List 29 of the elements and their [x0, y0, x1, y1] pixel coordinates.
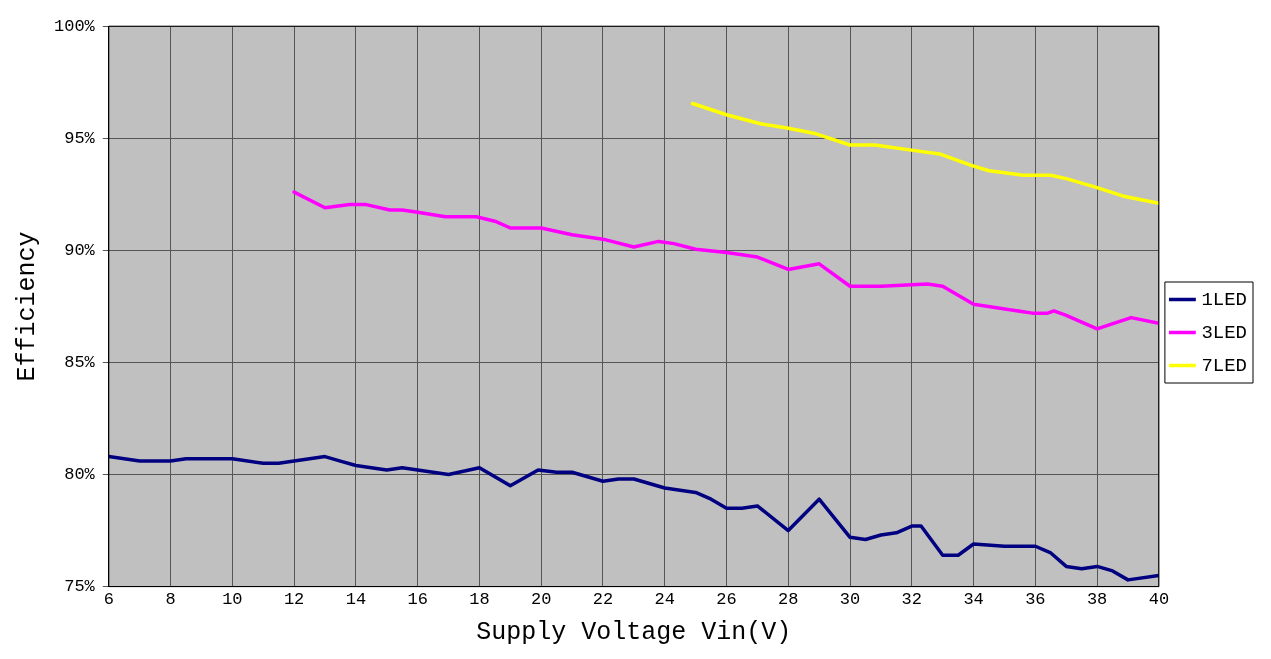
- x-tick-label: 32: [901, 590, 923, 610]
- x-tick-label: 14: [345, 590, 367, 610]
- x-tick-label: 12: [283, 590, 305, 610]
- y-tick-label: 75%: [64, 577, 96, 597]
- x-tick-label: 26: [716, 590, 737, 610]
- x-tick-label: 30: [839, 590, 861, 610]
- x-tick-label: 24: [654, 590, 675, 610]
- x-tick-label: 36: [1025, 590, 1046, 610]
- y-tick-label: 95%: [64, 128, 96, 148]
- x-tick-label: 10: [222, 590, 243, 610]
- x-tick-label: 6: [103, 590, 114, 610]
- y-tick-label: 80%: [64, 465, 96, 485]
- legend-label: 7LED: [1201, 354, 1247, 377]
- x-tick-label: 34: [963, 590, 984, 610]
- legend-label: 1LED: [1201, 288, 1247, 311]
- y-tick-label: 100%: [53, 16, 96, 36]
- x-tick-label: 8: [165, 590, 176, 610]
- x-tick-label: 18: [469, 590, 490, 610]
- x-tick-label: 16: [407, 590, 428, 610]
- y-tick-label: 90%: [64, 240, 96, 260]
- x-axis-title: Supply Voltage Vin(V): [476, 617, 792, 647]
- legend-label: 3LED: [1201, 321, 1247, 344]
- x-tick-label: 38: [1086, 590, 1108, 610]
- y-axis-title: Efficiency: [12, 231, 42, 382]
- x-tick-label: 40: [1148, 590, 1170, 610]
- x-tick-label: 20: [530, 590, 552, 610]
- y-tick-label: 85%: [64, 352, 96, 372]
- x-tick-label: 28: [778, 590, 799, 610]
- x-tick-label: 22: [592, 590, 614, 610]
